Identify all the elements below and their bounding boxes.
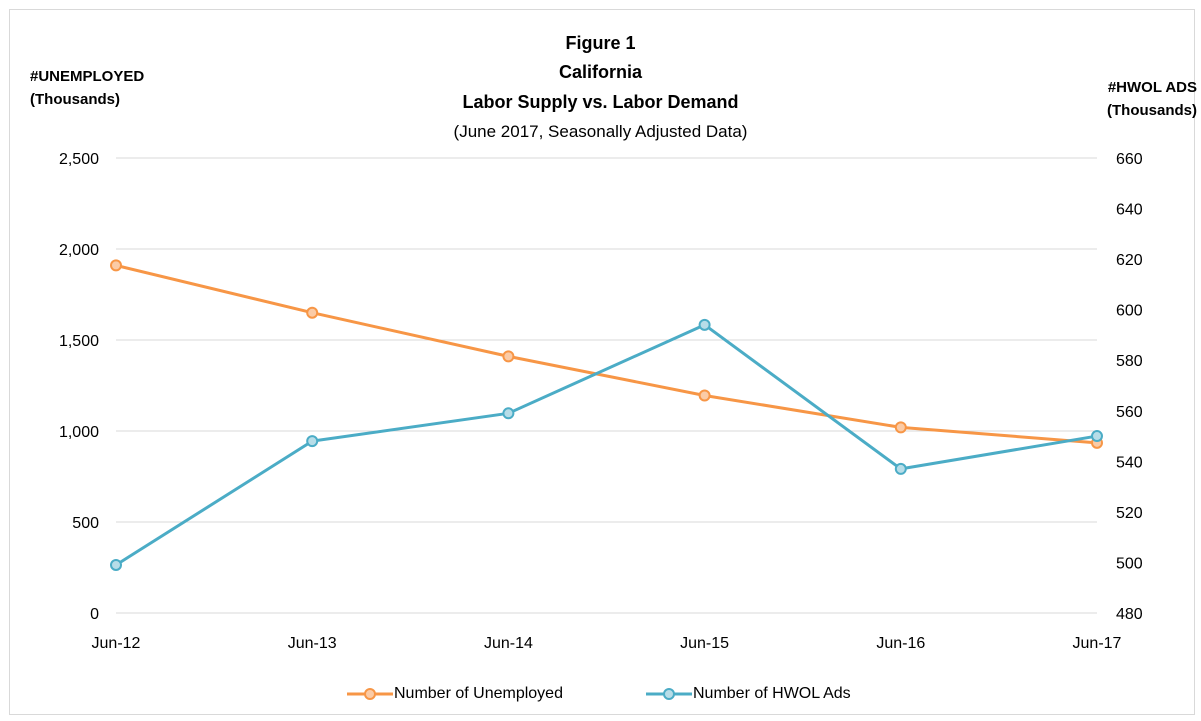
left-tick-label: 2,000: [59, 242, 99, 259]
data-point-hwol: [894, 462, 907, 475]
chart-frame: [9, 9, 1195, 715]
right-axis-title-line2: (Thousands): [1107, 102, 1197, 119]
data-point-hwol: [1091, 430, 1103, 443]
right-tick-label: 640: [1116, 202, 1143, 219]
x-tick-label: Jun-12: [92, 635, 141, 652]
left-tick-label: 500: [72, 515, 99, 532]
x-tick-label: Jun-17: [1073, 635, 1122, 652]
data-point-hwol: [306, 435, 319, 448]
chart-subtitle: (June 2017, Seasonally Adjusted Data): [453, 122, 748, 141]
left-axis-title-line1: #UNEMPLOYED: [30, 68, 145, 85]
right-axis-title: #HWOL ADS (Thousands): [1107, 76, 1197, 122]
right-tick-label: 480: [1116, 606, 1143, 623]
series-line-hwol: [115, 323, 1098, 567]
legend-item-hwol: Number of HWOL Ads: [645, 680, 851, 708]
right-tick-label: 580: [1116, 353, 1143, 370]
data-point-hwol: [698, 318, 711, 331]
data-point-unemployed: [110, 259, 122, 272]
chart-title-line2: California: [558, 62, 642, 82]
legend: Number of Unemployed Number of HWOL Ads: [0, 680, 1201, 708]
right-tick-label: 620: [1116, 252, 1143, 269]
left-tick-label: 1,000: [59, 424, 99, 441]
legend-swatch-unemployed: [347, 688, 393, 700]
legend-item-unemployed: Number of Unemployed: [346, 680, 563, 708]
x-tick-label: Jun-15: [680, 635, 729, 652]
right-tick-label: 600: [1116, 303, 1143, 320]
x-tick-label: Jun-13: [288, 635, 337, 652]
data-point-hwol: [110, 558, 122, 571]
left-axis-title-line2: (Thousands): [30, 91, 120, 108]
x-tick-label: Jun-16: [876, 635, 925, 652]
left-tick-label: 2,500: [59, 151, 99, 168]
right-tick-label: 660: [1116, 151, 1143, 168]
left-tick-label: 0: [90, 606, 99, 623]
data-point-unemployed: [502, 350, 515, 363]
right-tick-label: 560: [1116, 404, 1143, 421]
left-tick-label: 1,500: [59, 333, 99, 350]
right-tick-label: 500: [1116, 555, 1143, 572]
legend-swatch-hwol: [646, 688, 692, 700]
data-point-unemployed: [894, 421, 907, 434]
data-point-unemployed: [306, 306, 319, 319]
x-tick-label: Jun-14: [484, 635, 533, 652]
data-point-unemployed: [698, 389, 711, 402]
left-axis-title: #UNEMPLOYED (Thousands): [30, 65, 144, 111]
right-tick-label: 540: [1116, 454, 1143, 471]
right-tick-label: 520: [1116, 505, 1143, 522]
chart-title-line3: Labor Supply vs. Labor Demand: [462, 92, 739, 112]
legend-label-hwol: Number of HWOL Ads: [693, 685, 851, 702]
data-point-hwol: [502, 407, 515, 420]
legend-label-unemployed: Number of Unemployed: [394, 685, 563, 702]
series-line-unemployed: [115, 263, 1098, 445]
right-axis-title-line1: #HWOL ADS: [1107, 79, 1197, 96]
chart-title-line1: Figure 1: [565, 33, 636, 53]
